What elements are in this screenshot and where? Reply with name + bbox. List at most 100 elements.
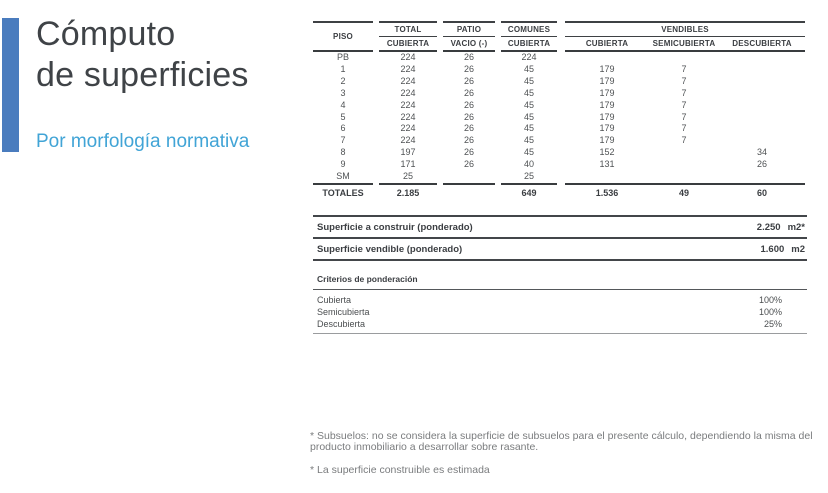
table-cell [649,52,719,64]
column-gap [557,64,565,76]
table-cell [719,64,805,76]
table-cell: 3 [340,87,346,98]
table-cell: 224 [400,63,416,74]
table-cell [565,171,649,183]
table-cell: 25 [523,171,534,182]
table-row: 3 224 26 45 179 7 [313,88,805,100]
criteria-label: Semicubierta [317,307,370,317]
criteria-row-semicubierta: Semicubierta 100% [313,306,807,318]
table-cell: 26 [756,159,767,170]
column-gap [557,52,565,64]
table-cell: 1 [340,63,346,74]
summary-label: Superficie vendible (ponderado) [317,244,463,255]
table-cell: 224 [400,111,416,122]
column-gap [557,147,565,159]
table-row: 6 224 26 45 179 7 [313,123,805,135]
totals-row: TOTALES 2.185 649 1.536 49 60 [313,182,805,202]
column-gap [557,171,565,183]
table-cell: SM [336,171,350,182]
totals-vend-cubierta: 1.536 [595,188,619,199]
table-cell: 7 [681,123,687,134]
table-cell: 26 [463,111,474,122]
table-row: 7 224 26 45 179 7 [313,135,805,147]
table-cell: 8 [340,147,346,158]
surface-table: PISO TOTAL PATIO COMUNES VENDIBLES CUBIE… [313,21,805,202]
table-row: 1 224 26 45 179 7 [313,64,805,76]
table-cell: 26 [463,99,474,110]
table-cell: 224 [400,52,416,62]
footnote-subsuelos: * Subsuelos: no se considera la superfic… [310,431,822,452]
table-cell: 40 [523,159,534,170]
table-cell [719,123,805,135]
table-cell [719,100,805,112]
table-cell: 197 [400,147,416,158]
accent-bar [2,18,19,152]
table-cell: 26 [463,147,474,158]
column-gap [557,88,565,100]
criteria-label: Cubierta [317,295,352,305]
criteria-value: 25% [763,319,782,329]
summary-unit: m2* [787,222,805,233]
summary-value-group: 2.250 m2* [757,222,805,233]
table-cell: 179 [599,87,615,98]
table-cell: 26 [463,123,474,134]
table-cell: 171 [400,159,416,170]
table-cell: 131 [599,159,615,170]
table-cell [649,147,719,159]
table-row: 2 224 26 45 179 7 [313,76,805,88]
column-gap [557,76,565,88]
totals-vend-descubierta: 60 [756,188,767,199]
footnote-line: producto inmobiliario a desarrollar sobr… [310,440,539,453]
table-cell [719,171,805,183]
table-cell [649,171,719,183]
footnote-line: * La superficie construible es estimada [310,464,490,476]
page-subtitle: Por morfología normativa [36,131,250,152]
table-cell: 26 [463,63,474,74]
surface-table-container: PISO TOTAL PATIO COMUNES VENDIBLES CUBIE… [313,21,805,202]
summary-row-vendible: Superficie vendible (ponderado) 1.600 m2 [313,237,807,259]
table-cell [719,112,805,124]
summary-row-construir: Superficie a construir (ponderado) 2.250… [313,215,807,237]
table-cell: 45 [523,63,534,74]
column-group-vendibles: VENDIBLES [565,21,805,37]
table-cell: 224 [400,135,416,146]
column-group-comunes: COMUNES [501,21,557,37]
column-gap [557,112,565,124]
column-group-total: TOTAL [379,21,437,37]
footnotes: * Subsuelos: no se considera la superfic… [310,431,822,476]
criteria-value: 100% [758,307,782,317]
table-cell: 25 [402,171,413,182]
column-gap [557,159,565,171]
table-cell: 5 [340,111,346,122]
table-cell: 7 [681,75,687,86]
table-row: SM 25 25 [313,171,805,183]
criteria-title: Criterios de ponderación [313,271,807,290]
table-cell: 224 [400,123,416,134]
column-gap [557,183,565,202]
table-cell: 26 [463,75,474,86]
table-cell: 26 [463,87,474,98]
table-cell [719,135,805,147]
column-header-vend-descubierta: DESCUBIERTA [719,37,805,52]
table-row: 9 171 26 40 131 26 [313,159,805,171]
footnote-construible: * La superficie construible es estimada [310,465,822,476]
table-cell: 7 [681,87,687,98]
table-cell: 45 [523,123,534,134]
table-cell: 6 [340,123,346,134]
table-cell: 7 [681,63,687,74]
column-header-comunes-cubierta: CUBIERTA [501,37,557,52]
table-cell: 26 [463,159,474,170]
table-header-row-subs: CUBIERTA VACIO (-) CUBIERTA CUBIERTA SEM… [313,37,805,52]
totals-label: TOTALES [313,182,373,202]
table-cell: 179 [599,99,615,110]
totals-patio [443,182,495,202]
table-cell [649,159,719,171]
table-header-row-groups: PISO TOTAL PATIO COMUNES VENDIBLES [313,21,805,52]
criteria-rows: Cubierta 100% Semicubierta 100% Descubie… [313,290,807,334]
summary-value: 1.600 [760,244,785,255]
column-gap [557,123,565,135]
table-cell: 4 [340,99,346,110]
table-cell: 179 [599,63,615,74]
table-cell: 7 [681,111,687,122]
